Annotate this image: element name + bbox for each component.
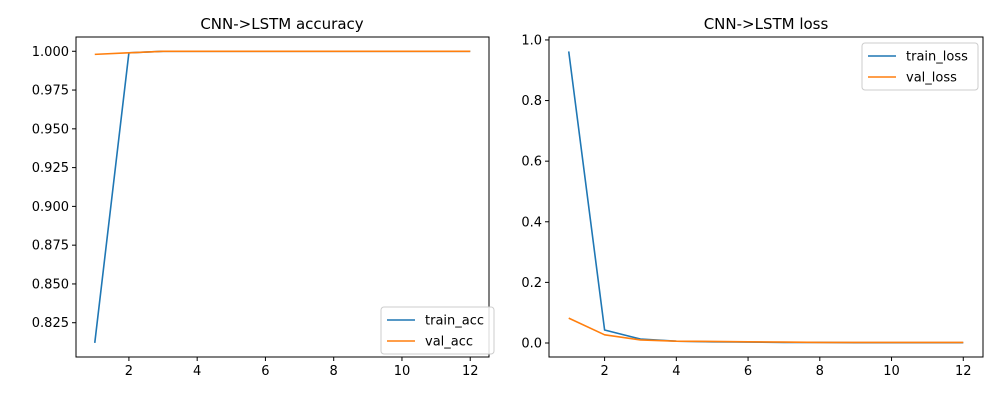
y-tick-label: 0.900 <box>32 200 69 215</box>
x-tick-label: 10 <box>394 364 411 379</box>
y-tick-label: 1.0 <box>521 33 542 48</box>
x-tick-label: 12 <box>955 364 972 379</box>
x-tick-label: 12 <box>462 364 479 379</box>
x-tick-label: 2 <box>600 364 608 379</box>
y-tick-label: 0.950 <box>32 122 69 137</box>
legend-label: train_loss <box>906 50 968 65</box>
legend-box <box>861 42 979 91</box>
y-tick-label: 0.825 <box>32 316 69 331</box>
legend-label: train_acc <box>425 314 484 329</box>
x-tick-label: 10 <box>883 364 900 379</box>
y-tick-label: 0.2 <box>521 276 542 291</box>
y-tick-label: 0.975 <box>32 84 69 99</box>
legend-label: val_loss <box>906 71 957 86</box>
y-tick-label: 0.4 <box>521 215 542 230</box>
y-tick-label: 0.875 <box>32 239 69 254</box>
y-tick-label: 0.925 <box>32 161 69 176</box>
accuracy-chart: CNN->LSTM accuracy 2 4 6 8 10 12 0.825 0.850 0.8… <box>32 15 495 379</box>
x-tick-label: 2 <box>125 364 133 379</box>
y-tick-label: 0.6 <box>521 155 542 170</box>
chart-title: CNN->LSTM accuracy <box>200 15 363 33</box>
x-tick-label: 6 <box>744 364 752 379</box>
legend-box <box>380 306 495 355</box>
series-line-val_acc <box>94 50 471 56</box>
y-tick-label: 0.8 <box>521 94 542 109</box>
chart-title: CNN->LSTM loss <box>704 15 829 33</box>
x-tick-label: 8 <box>816 364 824 379</box>
y-tick-label: 0.850 <box>32 277 69 292</box>
x-tick-label: 4 <box>672 364 680 379</box>
x-tick-label: 4 <box>193 364 201 379</box>
series-line-val_loss <box>568 317 964 344</box>
loss-chart: CNN->LSTM loss 2 4 6 8 10 12 0.0 0.2 0.4 0.6 0.8 1.… <box>521 15 984 379</box>
legend: train_loss val_loss <box>861 42 979 91</box>
y-tick-label: 1.000 <box>32 45 69 60</box>
plot-area <box>75 36 490 358</box>
y-tick-label: 0.0 <box>521 336 542 351</box>
legend: train_acc val_acc <box>380 306 495 355</box>
x-tick-label: 8 <box>330 364 338 379</box>
legend-label: val_acc <box>425 335 473 350</box>
x-tick-label: 6 <box>261 364 269 379</box>
